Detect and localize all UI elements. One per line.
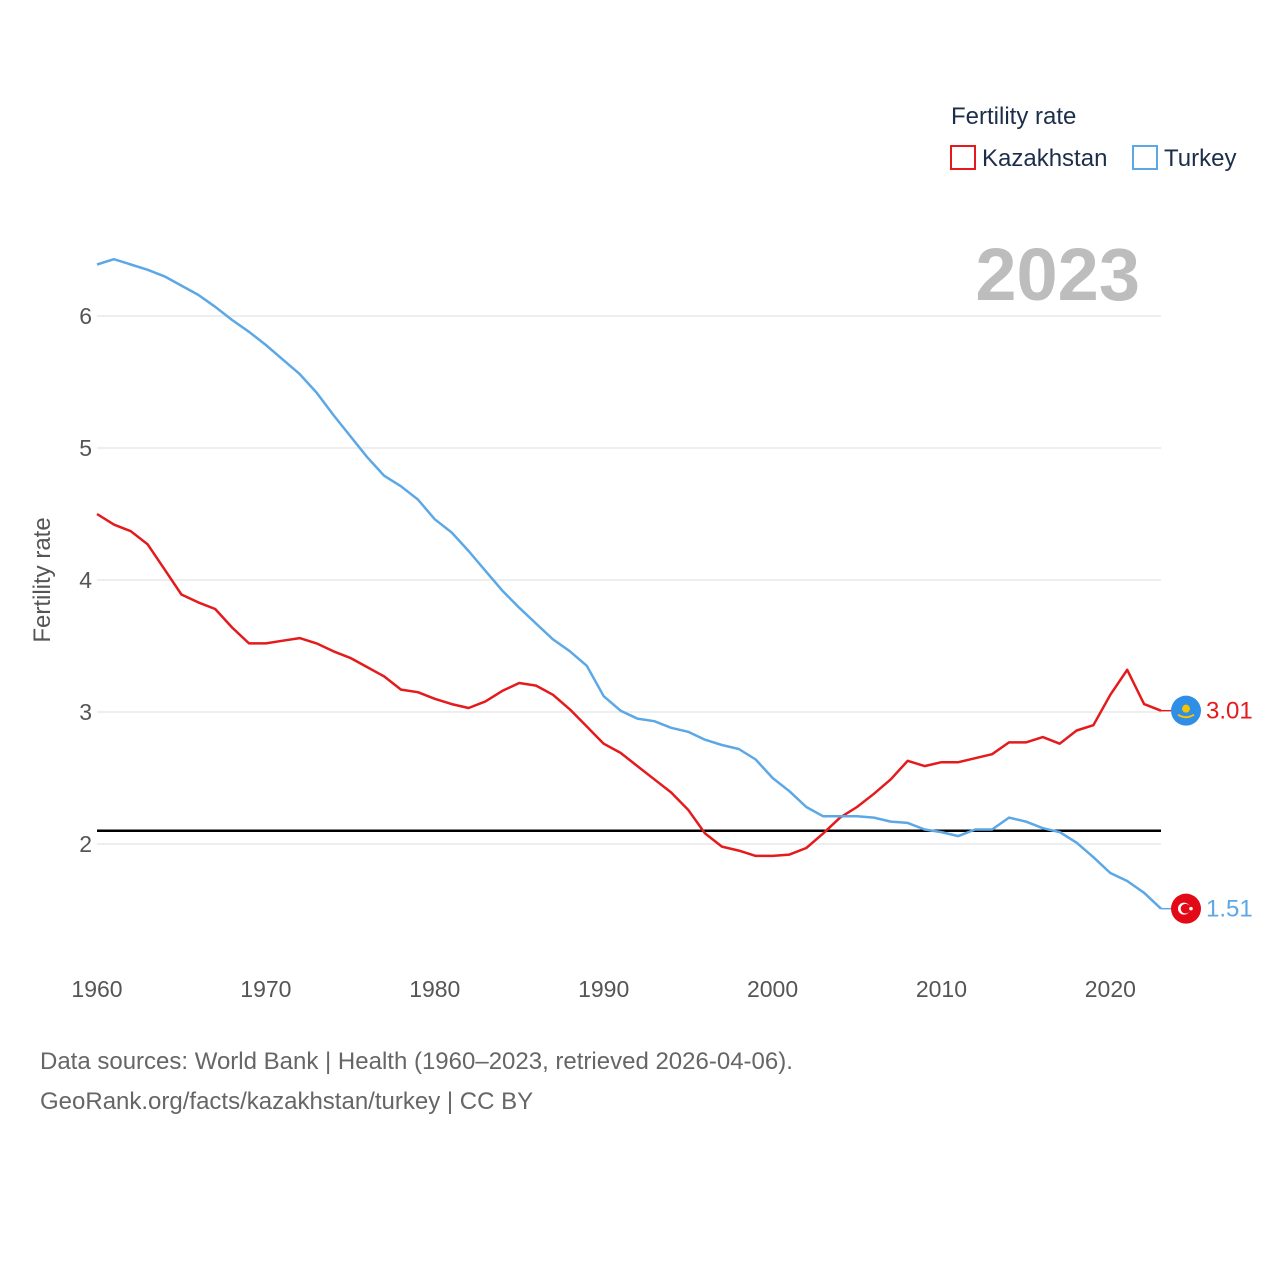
x-tick-label-1980: 1980	[409, 976, 460, 1002]
end-label-turkey: 1.51	[1206, 896, 1253, 923]
y-tick-label-3: 3	[79, 699, 92, 725]
x-tick-label-1970: 1970	[240, 976, 291, 1002]
legend-swatch-kazakhstan	[950, 145, 976, 170]
current-year-label: 2023	[975, 233, 1140, 316]
end-label-kazakhstan: 3.01	[1206, 698, 1253, 725]
y-tick-label-6: 6	[79, 303, 92, 329]
x-tick-label-1990: 1990	[578, 976, 629, 1002]
source-link[interactable]: GeoRank.org/facts/kazakhstan/turkey | CC…	[40, 1088, 534, 1115]
y-tick-label-5: 5	[79, 435, 92, 461]
x-tick-label-2010: 2010	[916, 976, 967, 1002]
data-sources-text: Data sources: World Bank | Health (1960–…	[40, 1048, 793, 1075]
series-endpoints: 3.01 1.51	[1161, 695, 1253, 924]
turkey-flag-icon	[1171, 893, 1201, 924]
series-line-turkey	[96, 257, 1162, 910]
kazakhstan-flag-icon	[1171, 695, 1201, 726]
y-tick-label-4: 4	[79, 567, 92, 593]
series-line-kazakhstan	[96, 512, 1162, 858]
y-axis-title: Fertility rate	[29, 517, 56, 642]
x-tick-label-2020: 2020	[1085, 976, 1136, 1002]
series-lines	[96, 257, 1162, 910]
y-axis-ticks: 2 3 4 5 6	[79, 303, 92, 857]
legend: Fertility rate Kazakhstan Turkey	[950, 103, 1236, 172]
legend-item-kazakhstan[interactable]: Kazakhstan	[950, 145, 1107, 172]
legend-item-turkey[interactable]: Turkey	[1132, 145, 1236, 172]
x-tick-label-1960: 1960	[71, 976, 122, 1002]
legend-swatch-turkey	[1132, 145, 1158, 170]
x-axis-ticks: 1960 1970 1980 1990 2000 2010 2020	[71, 976, 1136, 1002]
gridlines	[97, 315, 1161, 845]
legend-label-turkey: Turkey	[1164, 145, 1236, 172]
y-tick-label-2: 2	[79, 831, 92, 857]
legend-title: Fertility rate	[951, 103, 1076, 130]
legend-label-kazakhstan: Kazakhstan	[982, 145, 1107, 172]
footer: Data sources: World Bank | Health (1960–…	[40, 1042, 793, 1122]
x-tick-label-2000: 2000	[747, 976, 798, 1002]
